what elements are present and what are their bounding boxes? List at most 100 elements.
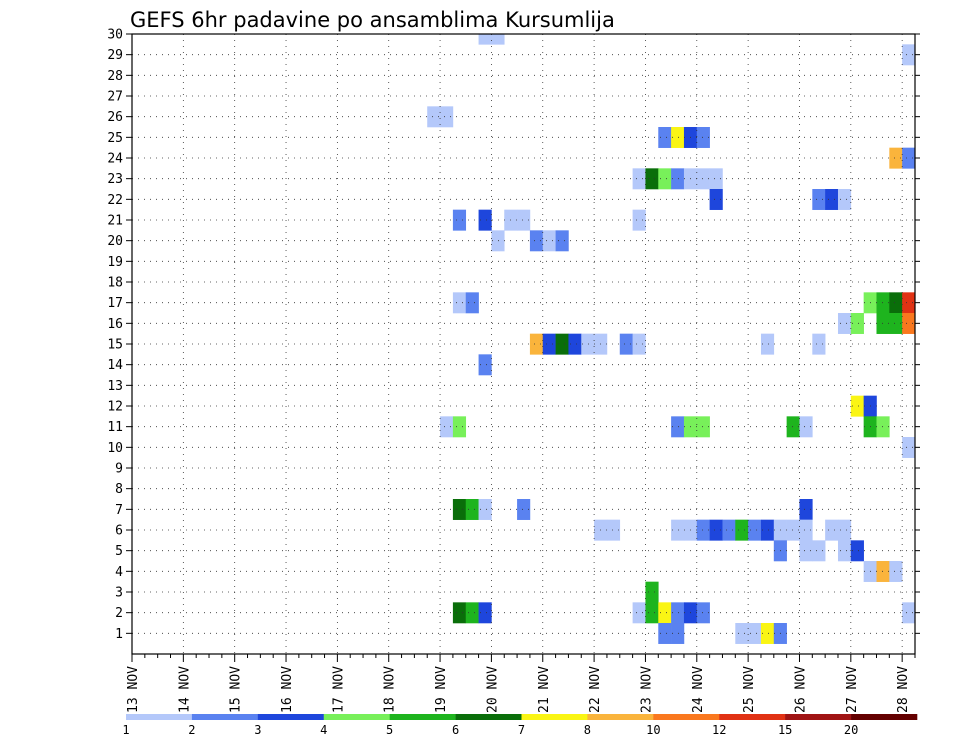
heatmap-cell <box>760 333 775 355</box>
heatmap-cell <box>812 189 826 210</box>
heatmap-cell <box>786 416 800 438</box>
heatmap-cell <box>658 168 672 190</box>
heatmap-cell <box>837 189 852 210</box>
y-tick-label: 3 <box>115 586 123 601</box>
x-tick-label: 20 NOV <box>485 666 500 713</box>
colorbar-label: 5 <box>386 723 393 737</box>
colorbar-swatch <box>653 714 720 720</box>
y-tick-label: 16 <box>107 317 123 332</box>
y-tick-label: 1 <box>115 627 123 642</box>
heatmap-cell <box>760 519 775 541</box>
heatmap-cell <box>555 333 569 355</box>
heatmap-cell <box>517 499 531 520</box>
colorbar-swatch <box>126 714 193 720</box>
heatmap-cell <box>837 313 852 334</box>
heatmap-cell <box>902 602 915 624</box>
x-tick-label: 13 NOV <box>126 666 141 713</box>
heatmap-cell <box>709 189 723 210</box>
colorbar-label: 20 <box>844 723 858 737</box>
heatmap-cell <box>645 581 659 603</box>
y-tick-label: 30 <box>107 28 123 43</box>
heatmap-cell <box>709 168 723 190</box>
axes: 1234567891011121314151617181920212223242… <box>107 28 920 713</box>
heatmap-cell <box>529 333 544 355</box>
colorbar-swatch <box>521 714 588 720</box>
x-tick-label: 27 NOV <box>845 666 860 713</box>
heatmap-cell <box>581 333 595 355</box>
heatmap-cell <box>491 230 505 252</box>
x-tick-label: 18 NOV <box>383 666 398 713</box>
y-tick-label: 20 <box>107 234 123 249</box>
heatmap-cell <box>786 519 800 541</box>
heatmap-cell <box>696 519 710 541</box>
x-tick-label: 25 NOV <box>742 666 757 713</box>
heatmap-cell <box>478 602 492 624</box>
x-tick-label: 19 NOV <box>434 666 449 713</box>
heatmap-cell <box>465 292 479 314</box>
y-tick-label: 25 <box>107 131 123 146</box>
data-cells <box>427 34 915 644</box>
heatmap-cell <box>735 623 749 644</box>
heatmap-cell <box>825 189 839 210</box>
heatmap-cell <box>696 602 710 624</box>
y-tick-label: 10 <box>107 441 123 456</box>
colorbar-label: 4 <box>320 723 327 737</box>
colorbar-label: 10 <box>646 723 660 737</box>
heatmap-cell <box>876 416 890 438</box>
y-tick-label: 8 <box>115 482 123 497</box>
colorbar-swatch <box>587 714 654 720</box>
y-tick-label: 19 <box>107 255 123 270</box>
colorbar-label: 2 <box>188 723 195 737</box>
heatmap-cell <box>876 313 890 334</box>
heatmap-cell <box>850 313 864 334</box>
heatmap-cell <box>902 313 915 334</box>
heatmap-cell <box>902 437 915 458</box>
y-tick-label: 23 <box>107 172 123 187</box>
heatmap-cell <box>671 602 685 624</box>
heatmap-cell <box>645 168 659 190</box>
heatmap-cell <box>491 34 505 45</box>
heatmap-cell <box>671 519 685 541</box>
colorbar-label: 7 <box>518 723 525 737</box>
colorbar-legend: 1 2 3 4 5 6 7 8 10 12 15 20 <box>122 714 918 737</box>
colorbar-swatch <box>191 714 259 720</box>
heatmap-cell <box>799 416 813 438</box>
heatmap-cell <box>876 292 890 314</box>
y-tick-label: 24 <box>107 152 123 167</box>
heatmap-cell <box>812 540 826 562</box>
y-tick-label: 14 <box>107 358 123 373</box>
heatmap-cell <box>555 230 569 252</box>
heatmap-cell <box>799 499 813 520</box>
y-tick-label: 26 <box>107 110 123 125</box>
heatmap-cell <box>671 416 685 438</box>
colorbar-label: 6 <box>452 723 459 737</box>
chart-title: GEFS 6hr padavine po ansamblima Kursumli… <box>130 8 615 32</box>
heatmap-cell <box>671 127 685 148</box>
heatmap-cell <box>606 519 621 541</box>
y-tick-label: 21 <box>107 214 123 229</box>
x-tick-label: 26 NOV <box>793 666 808 713</box>
heatmap-cell <box>658 623 672 644</box>
heatmap-cell <box>452 602 467 624</box>
heatmap-cell <box>889 147 903 169</box>
heatmap-cell <box>452 499 467 520</box>
colorbar-label: 8 <box>584 723 591 737</box>
heatmap-cell <box>889 292 903 314</box>
heatmap-cell <box>889 561 903 582</box>
heatmap-cell <box>542 230 556 252</box>
colorbar-swatch <box>719 714 786 720</box>
heatmap-cell <box>850 395 864 417</box>
heatmap-cell <box>837 519 852 541</box>
x-tick-label: 14 NOV <box>177 666 192 713</box>
colorbar-label: 15 <box>778 723 792 737</box>
x-tick-label: 16 NOV <box>280 666 295 713</box>
heatmap-cell <box>452 416 467 438</box>
x-tick-label: 15 NOV <box>229 666 244 713</box>
heatmap-cell <box>799 540 813 562</box>
heatmap-cell <box>427 106 441 128</box>
heatmap-cell <box>529 230 544 252</box>
heatmap-cell <box>812 333 826 355</box>
y-tick-label: 4 <box>115 565 123 580</box>
